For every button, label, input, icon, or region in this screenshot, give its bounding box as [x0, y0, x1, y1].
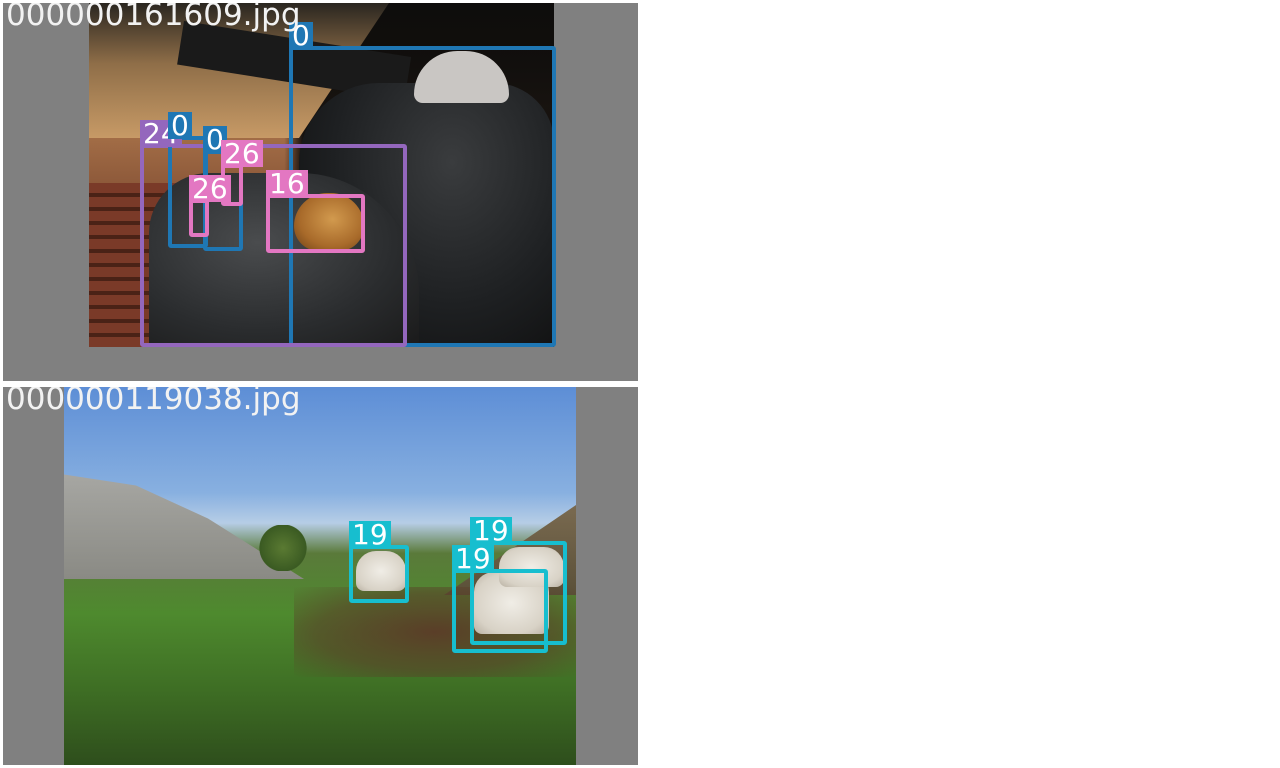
image-tile-1: 000000161609.jpg 0 24 0 0 26 26 16: [3, 3, 638, 381]
bbox-label: 0: [203, 126, 227, 154]
photo-escalator-dog: [89, 3, 554, 347]
bbox-label: 19: [349, 521, 391, 549]
photo-dog: [294, 193, 364, 251]
bbox-label: 16: [266, 170, 308, 198]
bbox-label: 26: [189, 175, 231, 203]
bbox-backpack: [140, 144, 407, 347]
bbox-dog: [266, 194, 365, 253]
bbox-cow: [470, 541, 567, 645]
bbox-label: 0: [168, 112, 192, 140]
photo-cow: [499, 547, 564, 587]
bbox-label: 26: [221, 140, 263, 168]
bbox-label: 19: [452, 545, 494, 573]
photo-tree: [259, 525, 307, 571]
photo-cow: [356, 551, 406, 591]
image-filename: 000000119038.jpg: [6, 387, 301, 417]
photo-cows-pasture: [64, 387, 576, 765]
bbox-label: 19: [470, 517, 512, 545]
bbox-cow: [452, 569, 548, 653]
bbox-cow: [349, 545, 409, 603]
image-filename: 000000161609.jpg: [6, 3, 301, 33]
image-tile-2: 000000119038.jpg 19 19 19: [3, 387, 638, 765]
bbox-label: 0: [289, 22, 313, 50]
